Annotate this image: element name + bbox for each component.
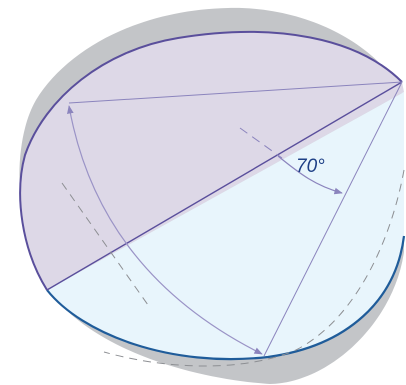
disc-upper-edge (19, 30, 403, 291)
dashed-arc-right (103, 169, 405, 367)
chord-to-upper-left (68, 81, 403, 104)
angle-arc (277, 155, 343, 195)
angle-reference-ray (239, 127, 283, 159)
chord-to-bottom (263, 81, 403, 357)
rotation-arc (67, 105, 263, 355)
angle-label: 70° (296, 156, 325, 177)
